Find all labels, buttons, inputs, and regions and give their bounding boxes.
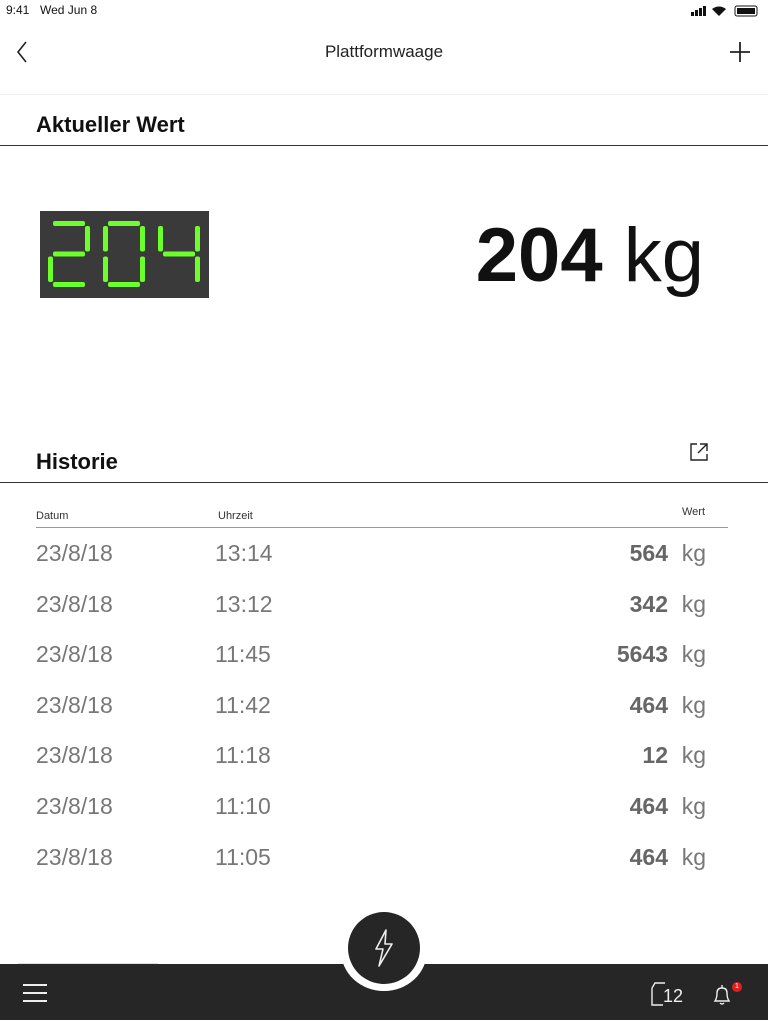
lcd-segment [163, 251, 195, 257]
row-unit: kg [681, 540, 706, 566]
add-button[interactable] [729, 41, 751, 63]
lcd-segment [53, 282, 85, 287]
row-time: 13:14 [215, 540, 273, 566]
row-value: 464 [629, 691, 668, 718]
row-date: 23/8/18 [36, 843, 113, 870]
history-heading: Historie [36, 449, 118, 474]
lcd-segment [103, 256, 108, 282]
counter-value: 12 [663, 986, 684, 1006]
lcd-display [40, 211, 209, 298]
lcd-segment [53, 221, 85, 226]
notification-badge: 1 [732, 982, 742, 992]
status-icons [691, 5, 758, 17]
row-unit: kg [681, 843, 706, 870]
current-value: 204 kg [476, 212, 704, 299]
row-time: 11:05 [215, 843, 271, 870]
row-time: 11:45 [215, 641, 271, 668]
divider [0, 94, 768, 95]
status-time: 9:41 [6, 3, 30, 17]
status-date: Wed Jun 8 [40, 3, 98, 17]
divider [0, 145, 768, 146]
row-value: 564 [629, 540, 668, 566]
row-time: 11:10 [215, 793, 271, 819]
export-button[interactable] [689, 442, 709, 462]
lcd-segment [195, 226, 200, 252]
lcd-segment [85, 226, 90, 252]
lcd-segment [140, 226, 145, 252]
lcd-segment [103, 226, 108, 252]
row-time: 11:42 [215, 691, 271, 718]
table-row[interactable]: 23/8/18 13:14 564 kg [36, 540, 706, 590]
row-unit: kg [681, 691, 706, 718]
lcd-segment [140, 256, 145, 282]
box-icon [651, 982, 665, 1006]
divider [0, 482, 768, 483]
column-header-date: Datum [36, 510, 69, 522]
row-date: 23/8/18 [36, 691, 113, 718]
quick-action-button[interactable] [348, 912, 420, 984]
row-value: 12 [642, 742, 668, 769]
row-date: 23/8/18 [36, 793, 113, 819]
row-time: 11:18 [215, 742, 271, 769]
column-header-time: Uhrzeit [218, 510, 253, 522]
row-unit: kg [681, 742, 706, 769]
lcd-segment [53, 251, 85, 257]
current-heading: Aktueller Wert [36, 112, 185, 137]
lcd-segment [108, 282, 140, 287]
row-value: 464 [629, 793, 668, 819]
notifications-button[interactable]: 1 [711, 982, 742, 1008]
row-unit: kg [681, 590, 706, 617]
table-row[interactable]: 23/8/18 11:05 464 kg [36, 844, 706, 894]
current-value-unit: kg [623, 213, 704, 298]
lcd-segment [158, 226, 163, 252]
table-row[interactable]: 23/8/18 13:12 342 kg [36, 591, 706, 641]
row-value: 464 [629, 843, 668, 870]
lcd-segment [195, 256, 200, 282]
divider [36, 527, 728, 528]
row-time: 13:12 [215, 590, 273, 617]
table-row[interactable]: 23/8/18 11:42 464 kg [36, 692, 706, 742]
bell-icon [713, 985, 731, 1005]
row-unit: kg [681, 641, 706, 668]
table-row[interactable]: 23/8/18 11:18 12 kg [36, 742, 706, 792]
row-date: 23/8/18 [36, 742, 113, 769]
page-title: Plattformwaage [324, 42, 444, 61]
table-row[interactable]: 23/8/18 11:45 5643 kg [36, 641, 706, 691]
counter-button[interactable]: 12 [651, 982, 683, 1006]
lcd-segment [108, 221, 140, 226]
row-unit: kg [681, 793, 706, 819]
table-row[interactable]: 23/8/18 11:10 464 kg [36, 793, 706, 843]
back-button[interactable] [12, 40, 32, 64]
row-date: 23/8/18 [36, 590, 113, 617]
lcd-segment [48, 256, 53, 282]
menu-button[interactable] [22, 982, 48, 1004]
current-value-number: 204 [475, 213, 603, 298]
column-header-value: Wert [682, 506, 706, 518]
row-date: 23/8/18 [36, 641, 113, 668]
row-date: 23/8/18 [36, 540, 113, 566]
row-value: 5643 [616, 641, 668, 668]
row-value: 342 [629, 590, 668, 617]
lightning-icon [375, 929, 393, 967]
